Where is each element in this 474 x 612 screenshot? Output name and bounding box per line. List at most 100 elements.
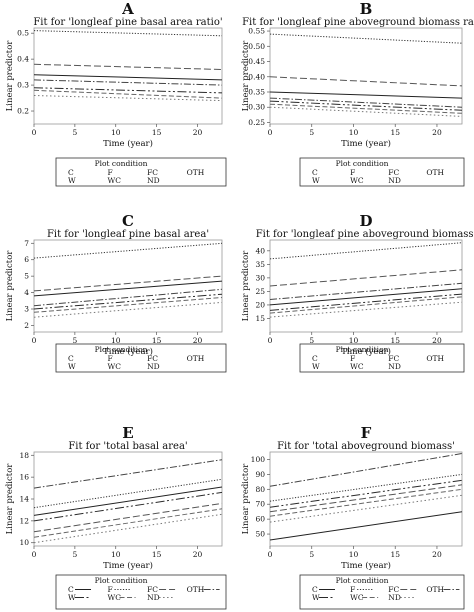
legend-label-c: C <box>68 585 74 594</box>
x-tick-label: 15 <box>152 128 162 137</box>
y-axis-label: Linear predictor <box>5 463 15 535</box>
series-line-fc <box>33 502 223 533</box>
panel-title: Fit for 'total aboveground biomass' <box>277 441 455 452</box>
legend-label-nd: ND <box>388 362 401 371</box>
y-tick-label: 2 <box>24 321 29 330</box>
series-line-c <box>33 74 223 81</box>
series-line-fc <box>269 269 463 287</box>
legend-label-w: W <box>312 362 320 371</box>
y-tick-label: 100 <box>251 455 266 464</box>
legend-label-oth: OTH <box>187 585 205 594</box>
legend-title: Plot condition <box>336 345 389 354</box>
legend-label-nd: ND <box>388 176 401 185</box>
series-line-w <box>33 87 223 94</box>
series-line-oth <box>269 97 463 108</box>
y-axis-label: Linear predictor <box>241 40 251 112</box>
series-line-f <box>33 478 223 509</box>
y-tick-label: 18 <box>19 451 29 460</box>
x-tick-label: 20 <box>193 128 203 137</box>
legend: Plot condition C F FC OTH W WC ND <box>299 343 465 373</box>
x-axis-label: Time (year) <box>341 560 391 571</box>
legend: Plot condition C F FC OTH W WC ND <box>299 157 465 187</box>
legend-label-f: F <box>350 354 355 363</box>
panel-letter: F <box>361 424 372 442</box>
panel-title: Fit for 'longleaf pine basal area ratio' <box>33 17 222 28</box>
plot-frame <box>33 239 223 333</box>
series-line-w <box>269 100 463 111</box>
x-tick-label: 20 <box>193 550 203 559</box>
legend-label-w: W <box>68 176 76 185</box>
legend-label-oth: OTH <box>187 168 205 177</box>
y-tick-label: 30 <box>255 273 265 282</box>
y-tick-label: 6 <box>24 255 29 264</box>
legend-label-wc: WC <box>350 593 364 602</box>
series-line-wc <box>33 89 223 99</box>
legend-label-oth: OTH <box>426 354 444 363</box>
y-tick-label: 0.35 <box>248 88 265 97</box>
panel-letter: A <box>121 0 134 18</box>
panel-title: Fit for 'longleaf pine aboveground bioma… <box>242 17 474 28</box>
legend: Plot condition C F FC OTH W WC ND <box>55 157 227 187</box>
legend-label-f: F <box>350 585 355 594</box>
legend-label-fc: FC <box>388 168 399 177</box>
panel-letter: E <box>122 424 133 442</box>
legend-label-nd: ND <box>147 176 160 185</box>
legend-label-f: F <box>108 585 113 594</box>
legend-box <box>299 574 465 610</box>
panel-title: Fit for 'total basal area' <box>68 441 187 452</box>
plot-frame <box>33 451 223 547</box>
y-axis-label: Linear predictor <box>5 250 15 322</box>
y-tick-label: 0.5 <box>17 29 29 38</box>
y-tick-label: 50 <box>255 530 265 539</box>
legend-label-c: C <box>68 354 74 363</box>
y-tick-label: 80 <box>255 485 265 494</box>
x-tick-label: 15 <box>390 550 400 559</box>
y-tick-label: 0.45 <box>248 57 265 66</box>
legend-label-nd: ND <box>147 593 160 602</box>
series-line-nd <box>269 106 463 117</box>
series-line-fc <box>33 275 223 292</box>
legend-label-wc: WC <box>108 593 122 602</box>
x-axis-label: Time (year) <box>341 138 391 149</box>
y-tick-label: 4 <box>24 288 29 297</box>
series-line-f <box>269 473 463 502</box>
x-tick-label: 10 <box>349 128 359 137</box>
y-tick-label: 15 <box>255 314 265 323</box>
y-tick-label: 12 <box>19 516 29 525</box>
y-tick-label: 5 <box>24 272 29 281</box>
series-line-fc <box>269 484 463 513</box>
series-line-c <box>269 288 463 306</box>
series-line-wc <box>33 297 223 313</box>
x-tick-label: 5 <box>72 336 77 345</box>
legend-label-fc: FC <box>147 585 158 594</box>
legend-label-c: C <box>68 168 74 177</box>
series-line-w <box>269 479 463 508</box>
legend-label-wc: WC <box>108 362 122 371</box>
legend-title: Plot condition <box>336 576 389 585</box>
y-tick-label: 60 <box>255 515 265 524</box>
y-tick-label: 25 <box>255 287 265 296</box>
legend-label-fc: FC <box>147 354 158 363</box>
series-line-oth <box>33 288 223 307</box>
x-tick-label: 10 <box>111 550 121 559</box>
x-tick-label: 0 <box>32 128 37 137</box>
y-tick-label: 0.30 <box>248 103 265 112</box>
legend-label-wc: WC <box>350 362 364 371</box>
x-tick-label: 20 <box>432 550 442 559</box>
x-tick-label: 5 <box>72 128 77 137</box>
y-axis-label: Linear predictor <box>241 463 251 535</box>
legend-label-oth: OTH <box>187 354 205 363</box>
y-tick-label: 90 <box>255 470 265 479</box>
legend-label-c: C <box>312 168 318 177</box>
legend: Plot condition C F FC OTH W WC ND <box>299 574 465 610</box>
legend-box <box>299 343 465 373</box>
series-line-nd <box>269 301 463 318</box>
series-line-f <box>269 242 463 260</box>
y-tick-label: 0.55 <box>248 27 265 36</box>
series-line-c <box>33 486 223 516</box>
